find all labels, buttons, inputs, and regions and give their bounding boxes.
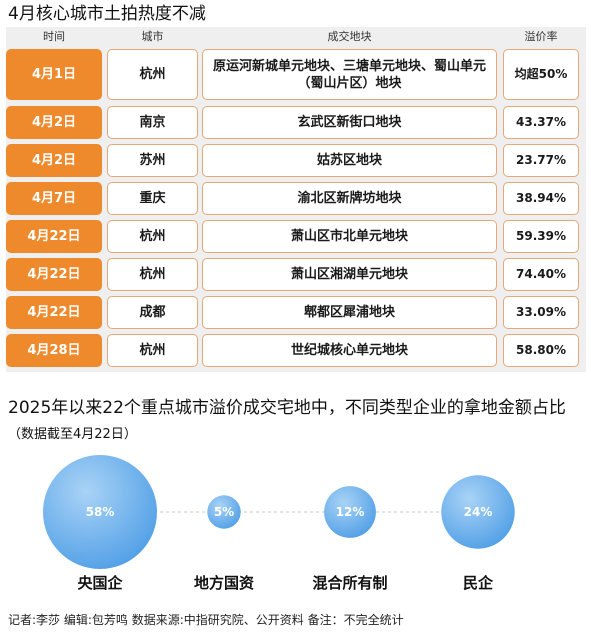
premium-cell: 38.94% [503,182,579,215]
bubble-2 [207,495,241,529]
land-cell: 萧山区湘湖单元地块 [202,258,497,291]
date-cell: 4月1日 [6,49,102,100]
bubble-value-label: 58% [86,505,115,519]
date-cell: 4月28日 [6,334,102,367]
city-cell: 成都 [107,296,198,329]
table-header: 时间 城市 成交地块 溢价率 [6,27,586,47]
city-cell: 苏州 [107,144,198,177]
date-cell: 4月2日 [6,106,102,139]
land-cell: 世纪城核心单元地块 [202,334,497,367]
premium-cell: 59.39% [503,220,579,253]
category-label: 央国企 [77,574,123,592]
land-cell: 郫都区犀浦地块 [202,296,497,329]
page-title: 4月核心城市土拍热度不减 [8,4,206,24]
city-cell: 杭州 [107,49,198,100]
header-land: 成交地块 [327,30,372,43]
header-date: 时间 [43,30,65,43]
city-cell: 杭州 [107,220,198,253]
date-cell: 4月2日 [6,144,102,177]
date-cell: 4月22日 [6,296,102,329]
date-cell: 4月22日 [6,258,102,291]
city-cell: 杭州 [107,334,198,367]
bubble-1 [43,455,157,569]
header-city: 城市 [141,30,164,43]
premium-cell: 58.80% [503,334,579,367]
category-label: 民企 [463,574,494,592]
header-premium: 溢价率 [524,30,558,43]
land-cell: 原运河新城单元地块、三塘单元地块、蜀山单元（蜀山片区）地块 [202,49,497,100]
land-cell: 萧山区市北单元地块 [202,220,497,253]
table-row: 4月1日 杭州 原运河新城单元地块、三塘单元地块、蜀山单元（蜀山片区）地块 均超… [6,49,586,100]
chart-title: 2025年以来22个重点城市溢价成交宅地中，不同类型企业的拿地金额占比 （数据截至… [8,396,583,447]
footer-credits: 记者:李莎 编辑:包芳鸣 数据来源:中指研究院、公开资料 备注：不完全统计 [8,613,404,627]
land-cell: 姑苏区地块 [202,144,497,177]
bubble-group: 58% 央国企 5% 地方国资 12% 混合所有制 24% 民企 [43,455,515,592]
table-row: 4月22日 成都 郫都区犀浦地块 33.09% [6,296,586,329]
date-cell: 4月22日 [6,220,102,253]
premium-cell: 43.37% [503,106,579,139]
premium-cell: 均超50% [503,49,579,100]
land-cell: 玄武区新街口地块 [202,106,497,139]
premium-cell: 23.77% [503,144,579,177]
date-cell: 4月7日 [6,182,102,215]
premium-cell: 74.40% [503,258,579,291]
land-deals-table: 时间 城市 成交地块 溢价率 4月1日 杭州 原运河新城单元地块、三塘单元地块、… [6,27,586,372]
table-row: 4月7日 重庆 渝北区新牌坊地块 38.94% [6,182,586,215]
category-label: 混合所有制 [312,574,387,592]
city-cell: 重庆 [107,182,198,215]
bubble-value-label: 12% [336,505,365,519]
bubble-value-label: 24% [464,505,493,519]
table-row: 4月28日 杭州 世纪城核心单元地块 58.80% [6,334,586,367]
city-cell: 南京 [107,106,198,139]
chart-title-note: （数据截至4月22日） [8,427,137,442]
bubble-chart: 58% 央国企 5% 地方国资 12% 混合所有制 24% 民企 [43,455,515,592]
premium-cell: 33.09% [503,296,579,329]
table-row: 4月22日 杭州 萧山区市北单元地块 59.39% [6,220,586,253]
bubble-value-label: 5% [214,505,234,519]
category-label: 地方国资 [194,574,254,592]
chart-title-main: 2025年以来22个重点城市溢价成交宅地中，不同类型企业的拿地金额占比 [8,398,566,418]
bubble-3 [324,486,376,538]
land-cell: 渝北区新牌坊地块 [202,182,497,215]
table-row: 4月22日 杭州 萧山区湘湖单元地块 74.40% [6,258,586,291]
city-cell: 杭州 [107,258,198,291]
table-row: 4月2日 苏州 姑苏区地块 23.77% [6,144,586,177]
table-row: 4月2日 南京 玄武区新街口地块 43.37% [6,106,586,139]
bubble-4 [441,475,515,549]
